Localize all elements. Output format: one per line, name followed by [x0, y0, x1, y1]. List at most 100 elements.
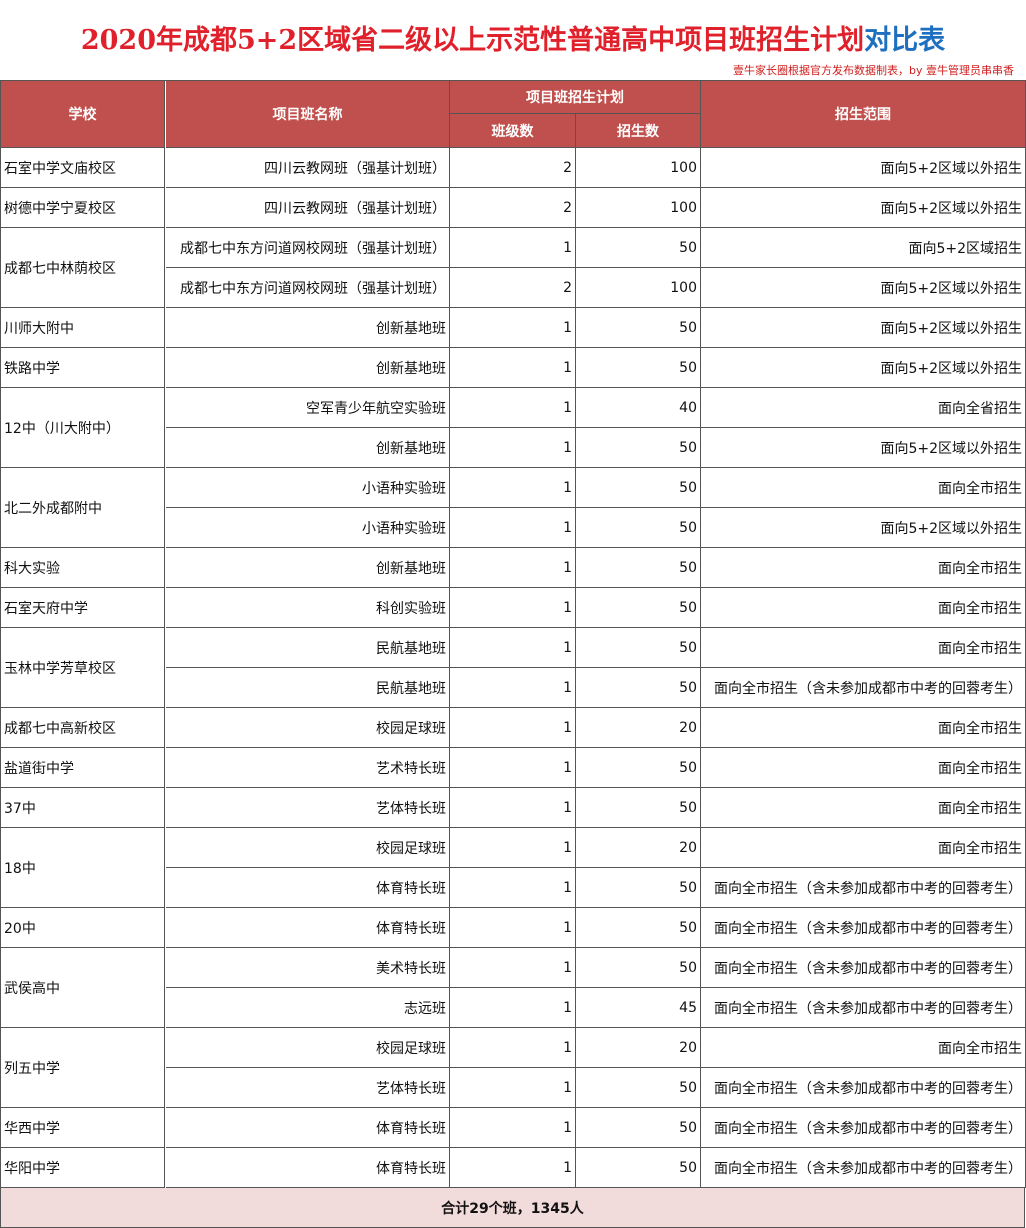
students-cell: 50: [576, 668, 701, 708]
classes-cell: 1: [450, 628, 576, 668]
header-cell: 学校: [1, 81, 165, 148]
students-cell: 50: [576, 348, 701, 388]
program-cell: 体育特长班: [166, 1148, 450, 1188]
classes-cell: 1: [450, 468, 576, 508]
scope-cell: 面向全市招生（含未参加成都市中考的回蓉考生）: [701, 1068, 1026, 1108]
program-cell: 科创实验班: [166, 588, 450, 628]
classes-cell: 1: [450, 228, 576, 268]
scope-cell: 面向全市招生: [701, 468, 1026, 508]
classes-cell: 2: [450, 188, 576, 228]
classes-cell: 2: [450, 148, 576, 188]
program-cell: 校园足球班: [166, 828, 450, 868]
school-cell: 37中: [1, 788, 165, 828]
scope-cell: 面向全市招生（含未参加成都市中考的回蓉考生）: [701, 908, 1026, 948]
classes-cell: 1: [450, 508, 576, 548]
header-cell: 班级数: [450, 114, 576, 148]
students-cell: 50: [576, 748, 701, 788]
school-cell: 华阳中学: [1, 1148, 165, 1188]
scope-cell: 面向全市招生: [701, 588, 1026, 628]
scope-cell: 面向5+2区域以外招生: [701, 268, 1026, 308]
program-cell: 体育特长班: [166, 908, 450, 948]
students-cell: 45: [576, 988, 701, 1028]
table: 学校 项目班名称 项目班招生计划 班级数 招生数 招生范围 石室中学文庙校区 四川云教网班（强…: [0, 80, 1026, 1228]
scope-cell: 面向全市招生: [701, 1028, 1026, 1068]
students-cell: 50: [576, 508, 701, 548]
school-cell: 树德中学宁夏校区: [1, 188, 165, 228]
classes-cell: 1: [450, 388, 576, 428]
program-cell: 校园足球班: [166, 1028, 450, 1068]
header-cell: 项目班名称: [166, 81, 450, 148]
school-cell: 武侯高中: [1, 948, 165, 1028]
school-cell: 科大实验: [1, 548, 165, 588]
students-cell: 50: [576, 588, 701, 628]
header-cell: 招生范围: [701, 81, 1026, 148]
program-cell: 创新基地班: [166, 308, 450, 348]
scope-cell: 面向全市招生: [701, 708, 1026, 748]
students-cell: 50: [576, 628, 701, 668]
students-cell: 50: [576, 948, 701, 988]
school-cell: 川师大附中: [1, 308, 165, 348]
school-cell: 18中: [1, 828, 165, 908]
students-cell: 50: [576, 548, 701, 588]
title: 2020年成都5+2区域省二级以上示范性普通高中项目班招生计划对比表: [0, 18, 1026, 57]
classes-cell: 1: [450, 1068, 576, 1108]
students-cell: 100: [576, 268, 701, 308]
students-cell: 50: [576, 788, 701, 828]
program-cell: 体育特长班: [166, 868, 450, 908]
classes-cell: 1: [450, 1148, 576, 1188]
classes-cell: 1: [450, 868, 576, 908]
classes-cell: 1: [450, 948, 576, 988]
scope-cell: 面向全市招生（含未参加成都市中考的回蓉考生）: [701, 948, 1026, 988]
students-cell: 50: [576, 1068, 701, 1108]
classes-cell: 1: [450, 428, 576, 468]
school-cell: 20中: [1, 908, 165, 948]
program-cell: 小语种实验班: [166, 468, 450, 508]
scope-cell: 面向全市招生（含未参加成都市中考的回蓉考生）: [701, 868, 1026, 908]
classes-cell: 1: [450, 988, 576, 1028]
program-cell: 创新基地班: [166, 428, 450, 468]
students-cell: 50: [576, 1148, 701, 1188]
program-cell: 艺体特长班: [166, 788, 450, 828]
school-cell: 石室天府中学: [1, 588, 165, 628]
classes-cell: 1: [450, 548, 576, 588]
classes-cell: 1: [450, 828, 576, 868]
program-cell: 志远班: [166, 988, 450, 1028]
school-cell: 铁路中学: [1, 348, 165, 388]
program-cell: 创新基地班: [166, 348, 450, 388]
school-cell: 12中（川大附中）: [1, 388, 165, 468]
program-cell: 艺体特长班: [166, 1068, 450, 1108]
students-cell: 20: [576, 708, 701, 748]
classes-cell: 1: [450, 788, 576, 828]
scope-cell: 面向全市招生: [701, 748, 1026, 788]
scope-cell: 面向5+2区域招生: [701, 228, 1026, 268]
students-cell: 100: [576, 148, 701, 188]
title-highlight: 对比表: [864, 25, 946, 56]
scope-cell: 面向5+2区域以外招生: [701, 148, 1026, 188]
scope-cell: 面向5+2区域以外招生: [701, 428, 1026, 468]
classes-cell: 1: [450, 668, 576, 708]
program-cell: 艺术特长班: [166, 748, 450, 788]
classes-cell: 1: [450, 348, 576, 388]
classes-cell: 1: [450, 308, 576, 348]
students-cell: 50: [576, 308, 701, 348]
program-cell: 校园足球班: [166, 708, 450, 748]
program-cell: 民航基地班: [166, 628, 450, 668]
school-cell: 成都七中林荫校区: [1, 228, 165, 308]
header-cell: 招生数: [576, 114, 701, 148]
scope-cell: 面向全市招生: [701, 628, 1026, 668]
scope-cell: 面向全市招生: [701, 788, 1026, 828]
program-cell: 四川云教网班（强基计划班）: [166, 188, 450, 228]
scope-cell: 面向全市招生（含未参加成都市中考的回蓉考生）: [701, 1108, 1026, 1148]
school-cell: 成都七中高新校区: [1, 708, 165, 748]
students-cell: 100: [576, 188, 701, 228]
school-cell: 列五中学: [1, 1028, 165, 1108]
program-cell: 体育特长班: [166, 1108, 450, 1148]
total-cell: 合计29个班，1345人: [1, 1188, 1025, 1228]
students-cell: 20: [576, 828, 701, 868]
classes-cell: 1: [450, 1028, 576, 1068]
classes-cell: 1: [450, 908, 576, 948]
scope-cell: 面向5+2区域以外招生: [701, 188, 1026, 228]
students-cell: 50: [576, 908, 701, 948]
classes-cell: 1: [450, 1108, 576, 1148]
